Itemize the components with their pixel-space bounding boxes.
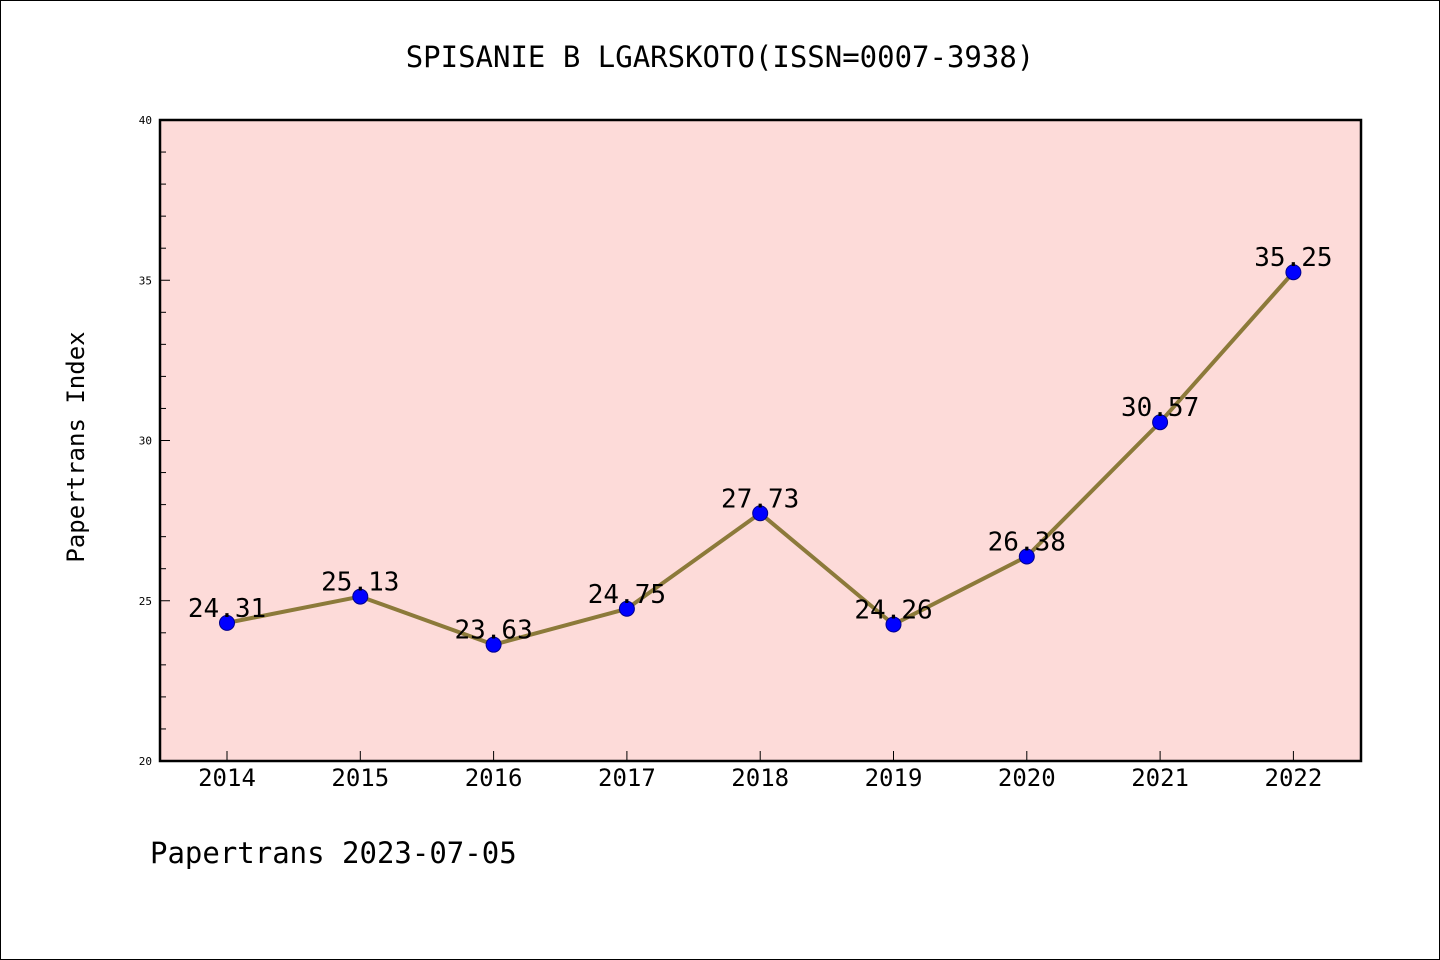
x-tick-label: 2014 <box>198 764 256 792</box>
x-tick-label: 2021 <box>1131 764 1189 792</box>
y-axis: 20 25 30 35 40 <box>139 114 170 768</box>
x-tick-label: 2020 <box>998 764 1056 792</box>
plot-area <box>158 118 1363 763</box>
y-tick-label: 20 <box>139 755 152 768</box>
x-tick-label: 2022 <box>1265 764 1323 792</box>
data-point-marker <box>1285 264 1302 281</box>
y-tick-label: 40 <box>139 114 152 127</box>
chart-title: SPISANIE B LGARSKOTO(ISSN=0007-3938) <box>406 40 1035 74</box>
data-point-marker <box>219 614 235 631</box>
data-value-label: 24.31 <box>188 594 266 624</box>
data-point-marker <box>485 636 502 653</box>
data-value-label: 27.73 <box>721 484 799 514</box>
data-point-marker <box>618 600 635 617</box>
data-value-label: 24.26 <box>854 595 932 625</box>
x-axis: 2014 2015 2016 2017 2018 2019 2020 2021 2022 <box>198 751 1322 792</box>
data-value-label: 25.13 <box>321 568 399 598</box>
y-tick-label: 30 <box>139 435 152 448</box>
data-value-label: 26.38 <box>988 528 1066 558</box>
data-value-label: 23.63 <box>454 616 532 646</box>
series-line-group <box>219 264 1302 653</box>
x-tick-label: 2017 <box>598 764 656 792</box>
x-tick-label: 2018 <box>731 764 789 792</box>
x-tick-label: 2016 <box>465 764 523 792</box>
x-tick-label: 2019 <box>865 764 923 792</box>
y-tick-label: 35 <box>139 274 152 287</box>
x-tick-label: 2015 <box>331 764 389 792</box>
data-labels: 24.31 25.13 23.63 24.75 27.73 24.26 26.38 30.57… <box>188 243 1333 645</box>
data-value-label: 35.25 <box>1254 243 1332 273</box>
footer-source-date: Papertrans 2023-07-05 <box>150 836 517 870</box>
y-axis-label: Papertrans Index <box>62 331 90 562</box>
y-tick-label: 25 <box>139 595 152 608</box>
data-point-marker <box>1018 548 1035 565</box>
data-point-marker <box>885 616 902 633</box>
data-value-label: 30.57 <box>1121 393 1199 423</box>
data-point-marker <box>352 588 369 605</box>
data-point-marker <box>1152 414 1169 431</box>
data-value-label: 24.75 <box>588 580 666 610</box>
data-point-marker <box>752 505 769 522</box>
